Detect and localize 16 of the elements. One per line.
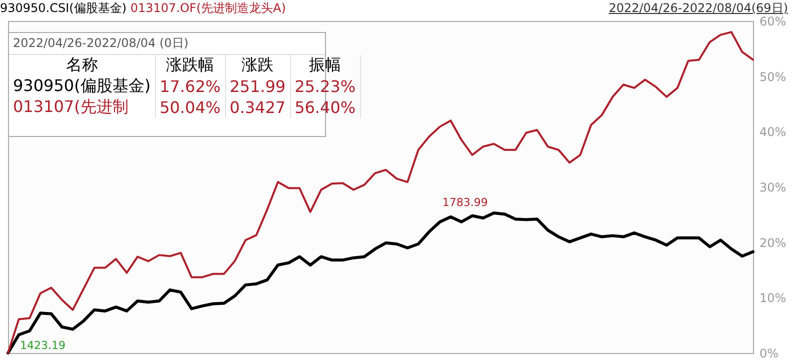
text: 930950.CSI(偏股基金) (0, 1, 128, 15)
y-tick-label: 10% (760, 291, 786, 306)
text: 013107.OF(先进制造龙头A) (130, 1, 286, 15)
y-tick-label: 40% (760, 125, 786, 140)
y-tick-label: 30% (760, 180, 786, 194)
annotation: 1423.19 (20, 339, 66, 352)
text: 名称 涨跌幅 涨跌 振幅 (66, 55, 342, 74)
text: 013107(先进制 50.04% 0.3427 56.40% (13, 97, 356, 117)
chart-title: 2022/04/26-2022/08/04(69日) (608, 0, 788, 16)
y-tick-label: 50% (760, 70, 786, 84)
y-tick-label: 0% (760, 346, 779, 359)
annotation: 2022/04/26-2022/08/04 (0日) (9, 33, 325, 55)
annotation: 1783.99 (442, 196, 488, 210)
annotation: 930950(偏股基金) 17.62% 251.99 25.23% (12, 76, 357, 97)
y-tick-label: 60% (760, 14, 786, 28)
y-tick-label: 20% (760, 236, 786, 250)
